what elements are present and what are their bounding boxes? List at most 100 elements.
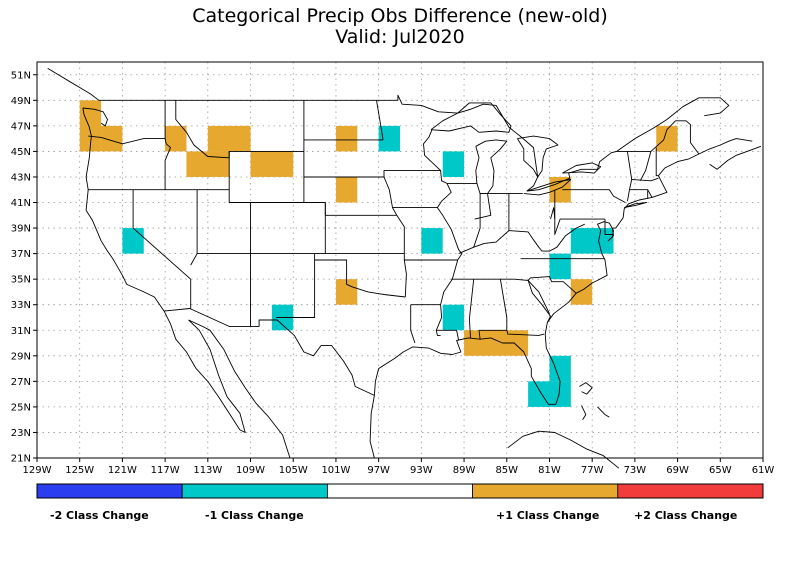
cell-plus1 bbox=[464, 330, 529, 356]
legend-label-plus1: +1 Class Change bbox=[496, 509, 599, 522]
boundary-line bbox=[655, 147, 659, 177]
difference-cells bbox=[79, 100, 678, 407]
boundary-line bbox=[383, 176, 407, 298]
cell-minus1 bbox=[570, 228, 614, 254]
boundary-line bbox=[523, 179, 572, 196]
lon-tick-label: 129W bbox=[23, 465, 52, 476]
boundary-line bbox=[629, 189, 653, 198]
lat-tick-label: 47N bbox=[11, 121, 31, 132]
boundary-line bbox=[597, 406, 610, 418]
lat-tick-label: 21N bbox=[11, 454, 31, 465]
title-line-2: Valid: Jul2020 bbox=[335, 26, 465, 48]
lat-tick-label: 45N bbox=[11, 147, 31, 158]
lat-tick-label: 41N bbox=[11, 198, 31, 209]
lon-tick-label: 109W bbox=[236, 465, 265, 476]
legend: -2 Class Change -1 Class Change +1 Class… bbox=[36, 483, 764, 522]
cell-plus1 bbox=[656, 125, 678, 152]
boundary-line bbox=[164, 308, 375, 396]
latitude-ticks: 21N 23N 25N 27N 29N 31N 33N 35N 37N 39N 41N 43N 45N 4… bbox=[11, 70, 37, 465]
cell-minus1 bbox=[421, 228, 443, 254]
boundary-line bbox=[709, 145, 762, 170]
state-borders bbox=[47, 68, 762, 469]
boundary-line bbox=[369, 395, 375, 459]
lat-tick-label: 23N bbox=[11, 428, 31, 439]
legend-label-plus2: +2 Class Change bbox=[634, 509, 737, 522]
lon-tick-label: 61W bbox=[752, 465, 775, 476]
gridlines bbox=[37, 62, 763, 458]
boundary-line bbox=[616, 97, 730, 152]
cell-plus1 bbox=[101, 125, 123, 152]
boundary-line bbox=[98, 94, 700, 192]
lat-tick-label: 29N bbox=[11, 351, 31, 362]
boundary-line bbox=[517, 135, 559, 178]
cell-minus1 bbox=[528, 381, 571, 407]
boundary-line bbox=[314, 253, 406, 298]
cell-plus1 bbox=[335, 125, 358, 152]
lon-tick-label: 97W bbox=[367, 465, 390, 476]
boundary-line bbox=[554, 189, 605, 235]
lon-tick-label: 101W bbox=[321, 465, 350, 476]
lon-tick-label: 89W bbox=[453, 465, 476, 476]
cell-plus1 bbox=[79, 100, 102, 152]
cell-plus1 bbox=[165, 125, 187, 152]
boundary-line bbox=[228, 151, 304, 203]
boundary-line bbox=[562, 162, 602, 174]
lon-tick-label: 105W bbox=[279, 465, 308, 476]
lon-tick-label: 93W bbox=[410, 465, 433, 476]
legend-label-minus1: -1 Class Change bbox=[205, 509, 304, 522]
boundary-line bbox=[88, 135, 166, 145]
cell-minus1 bbox=[442, 151, 465, 177]
lon-tick-label: 81W bbox=[538, 465, 561, 476]
boundary-line bbox=[468, 279, 475, 338]
boundary-line bbox=[579, 382, 593, 395]
cell-minus1 bbox=[378, 125, 400, 152]
boundary-line bbox=[478, 279, 508, 340]
lat-tick-label: 25N bbox=[11, 402, 31, 413]
boundary-line bbox=[303, 202, 397, 216]
boundary-line bbox=[639, 151, 652, 182]
lat-tick-label: 51N bbox=[11, 70, 31, 81]
map-title: Categorical Precip Obs Difference (new-o… bbox=[0, 6, 800, 48]
boundary-line bbox=[474, 193, 492, 220]
lat-tick-label: 31N bbox=[11, 326, 31, 337]
legend-swatch-minus1 bbox=[181, 483, 328, 499]
cell-minus1 bbox=[549, 253, 571, 280]
boundary-line bbox=[188, 319, 291, 459]
title-line-1: Categorical Precip Obs Difference (new-o… bbox=[192, 5, 608, 27]
lat-tick-label: 35N bbox=[11, 275, 31, 286]
boundary-line bbox=[581, 405, 587, 420]
lat-tick-label: 43N bbox=[11, 172, 31, 183]
lat-tick-label: 27N bbox=[11, 377, 31, 388]
map-frame bbox=[36, 61, 764, 459]
boundary-line bbox=[562, 189, 626, 203]
cell-plus1 bbox=[250, 151, 294, 177]
boundary-line bbox=[175, 100, 304, 159]
lon-tick-label: 69W bbox=[666, 465, 689, 476]
boundary-line bbox=[604, 219, 613, 235]
boundary-line bbox=[624, 202, 648, 209]
boundary-line bbox=[163, 310, 246, 433]
boundary-line bbox=[430, 102, 512, 133]
boundary-line bbox=[82, 107, 108, 127]
boundary-line bbox=[423, 129, 463, 336]
boundary-line bbox=[527, 280, 551, 323]
lat-tick-label: 33N bbox=[11, 300, 31, 311]
cell-plus1 bbox=[570, 279, 593, 305]
lon-tick-label: 113W bbox=[193, 465, 222, 476]
boundary-line bbox=[550, 207, 556, 220]
lon-tick-label: 73W bbox=[624, 465, 647, 476]
boundary-line bbox=[631, 177, 659, 182]
legend-swatch-minus2 bbox=[36, 483, 183, 499]
boundary-line bbox=[82, 107, 165, 312]
lon-tick-label: 117W bbox=[151, 465, 180, 476]
cell-plus1 bbox=[335, 176, 358, 203]
lon-tick-label: 121W bbox=[108, 465, 137, 476]
legend-frame bbox=[36, 483, 764, 499]
boundary-line bbox=[383, 170, 441, 177]
lat-tick-label: 39N bbox=[11, 224, 31, 235]
lon-tick-label: 85W bbox=[495, 465, 518, 476]
boundary-line bbox=[376, 100, 384, 140]
cell-plus1 bbox=[335, 279, 358, 305]
lat-tick-label: 37N bbox=[11, 249, 31, 260]
